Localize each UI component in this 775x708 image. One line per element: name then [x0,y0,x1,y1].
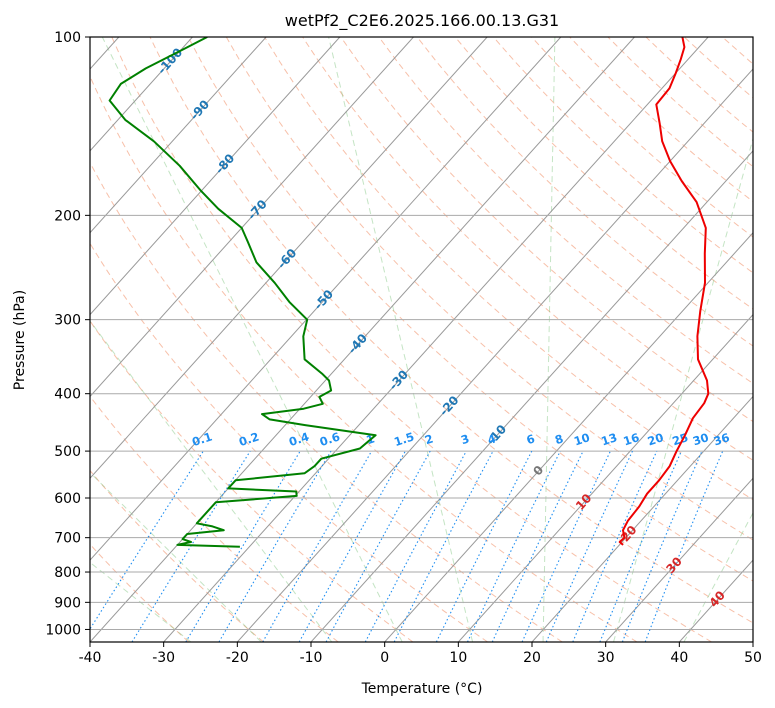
mixing-ratio-line [572,450,658,642]
isotherm-line [90,37,193,152]
isotherm-line [90,37,562,561]
mixing-ratio-line [435,450,533,642]
isotherm-line [457,313,753,642]
dry-adiabat [90,242,488,642]
mixing-ratio-label: 0.1 [190,429,214,449]
x-axis-ticks: -40 -30 -20 -10 0 10 20 30 40 50 [79,642,762,666]
y-tick-label: 700 [54,531,81,547]
y-axis-label: Pressure (hPa) [12,290,28,390]
mixing-ratio-line [644,450,724,642]
temperature-line [618,37,710,546]
x-tick-label: 40 [670,650,688,666]
mixing-ratio-line [621,450,703,642]
x-tick-label: -10 [300,650,323,666]
mixing-ratio-line [325,450,431,642]
x-tick-label: 30 [597,650,615,666]
mixing-ratio-label: 30 [691,430,711,448]
y-tick-label: 500 [54,444,81,460]
x-tick-label: -40 [79,650,102,666]
y-tick-label: 600 [54,491,81,507]
mixing-ratio-label: 36 [712,430,732,448]
y-tick-label: 900 [54,595,81,611]
mixing-ratio-line [90,450,204,630]
mixing-ratio-label: 8 [553,431,565,447]
y-tick-label: 100 [54,30,81,46]
isotherm-line [310,150,753,642]
mixing-ratio-label: 3 [459,431,471,447]
isotherm-line [236,68,753,642]
x-tick-label: -30 [152,650,175,666]
y-tick-label: 1000 [45,622,81,638]
mixing-ratio-line [131,450,251,642]
plot-frame [89,36,754,643]
dry-adiabat [90,161,563,642]
moist-adiabat [542,37,556,642]
mixing-ratio-label: 0.2 [237,429,261,449]
mixing-ratio-line [545,450,633,642]
moist-adiabat [613,136,753,642]
dry-adiabat [416,37,753,347]
y-tick-label: 200 [54,208,81,224]
moist-adiabat [101,37,403,642]
x-tick-label: -20 [226,650,249,666]
isotherm-line [90,37,341,316]
isotherm-line [90,37,414,398]
x-tick-label: 0 [380,650,389,666]
mixing-ratio-line [599,450,682,642]
mixing-ratio-label: 16 [622,430,642,448]
mixing-ratio-label: 13 [599,430,619,448]
mixing-ratio-label: 10 [572,430,592,448]
isotherm-line [384,231,753,642]
x-tick-label: 50 [744,650,762,666]
isotherm-line [605,477,753,642]
mixing-ratio-label: 0.4 [287,429,311,449]
dry-adiabat [454,37,753,310]
mixing-ratio-line [298,450,406,642]
dry-adiabat [90,543,190,642]
moist-adiabat [90,471,262,642]
y-tick-label: 400 [54,387,81,403]
isotherm-line [90,37,267,234]
mixing-ratio-label: 1.5 [392,430,416,450]
mixing-ratio-label: 4 [486,431,498,447]
mixing-ratio-label: 2 [423,431,435,447]
dry-adiabat [90,469,264,642]
profile-series [108,37,710,548]
mixing-ratio-label: 6 [525,431,537,447]
mixing-ratio-label: 0.6 [318,429,342,449]
x-axis-label: Temperature (°C) [361,681,483,697]
dry-adiabat [90,395,339,642]
dry-adiabat [149,37,753,624]
isotherm-line [90,37,635,642]
isotherm-line [531,395,753,642]
background-lines [90,37,753,642]
moist-adiabat [90,320,333,642]
y-axis-ticks: 100 200 300 400 500 600 700 800 900 1000 [45,30,90,638]
y-tick-label: 300 [54,313,81,329]
isotherm-line [90,37,488,480]
isotherm-line [163,37,709,642]
dewpoint-line [108,37,377,548]
chart-title: wetPf2_C2E6.2025.166.00.13.G31 [285,11,559,31]
y-tick-label: 800 [54,565,81,581]
moist-adiabat [328,37,474,642]
mixing-ratio-label: 20 [646,430,666,448]
x-tick-label: 10 [449,650,467,666]
x-tick-label: 20 [523,650,541,666]
mixing-ratio-line [364,450,467,642]
